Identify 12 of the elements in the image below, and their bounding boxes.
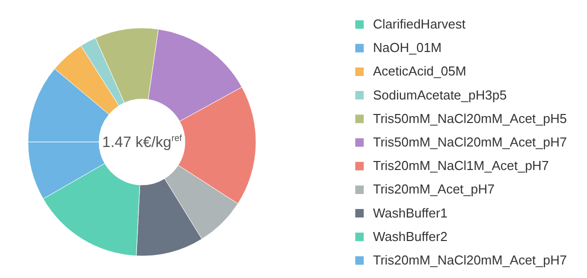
legend-label: Tris20mM_NaCl1M_Acet_pH7 bbox=[373, 158, 549, 174]
legend-label: SodiumAcetate_pH3p5 bbox=[373, 87, 507, 102]
legend-label: NaOH_01M bbox=[373, 40, 442, 56]
legend-label: AceticAcid_05M bbox=[373, 64, 466, 79]
legend-label: Tris50mM_NaCl20mM_Acet_pH7 bbox=[373, 134, 567, 150]
text: 1.47 k€/kg$^{ref}$ bbox=[102, 133, 182, 151]
legend-label: WashBuffer1 bbox=[373, 205, 448, 220]
legend-label: Tris20mM_NaCl20mM_Acet_pH7 bbox=[373, 252, 567, 268]
legend-label: Tris50mM_NaCl20mM_Acet_pH5 bbox=[373, 110, 567, 126]
legend-label: WashBuffer2 bbox=[373, 228, 448, 244]
legend-label: Tris20mM_Acet_pH7 bbox=[373, 182, 495, 197]
legend-label: ClarifiedHarvest bbox=[373, 16, 466, 32]
